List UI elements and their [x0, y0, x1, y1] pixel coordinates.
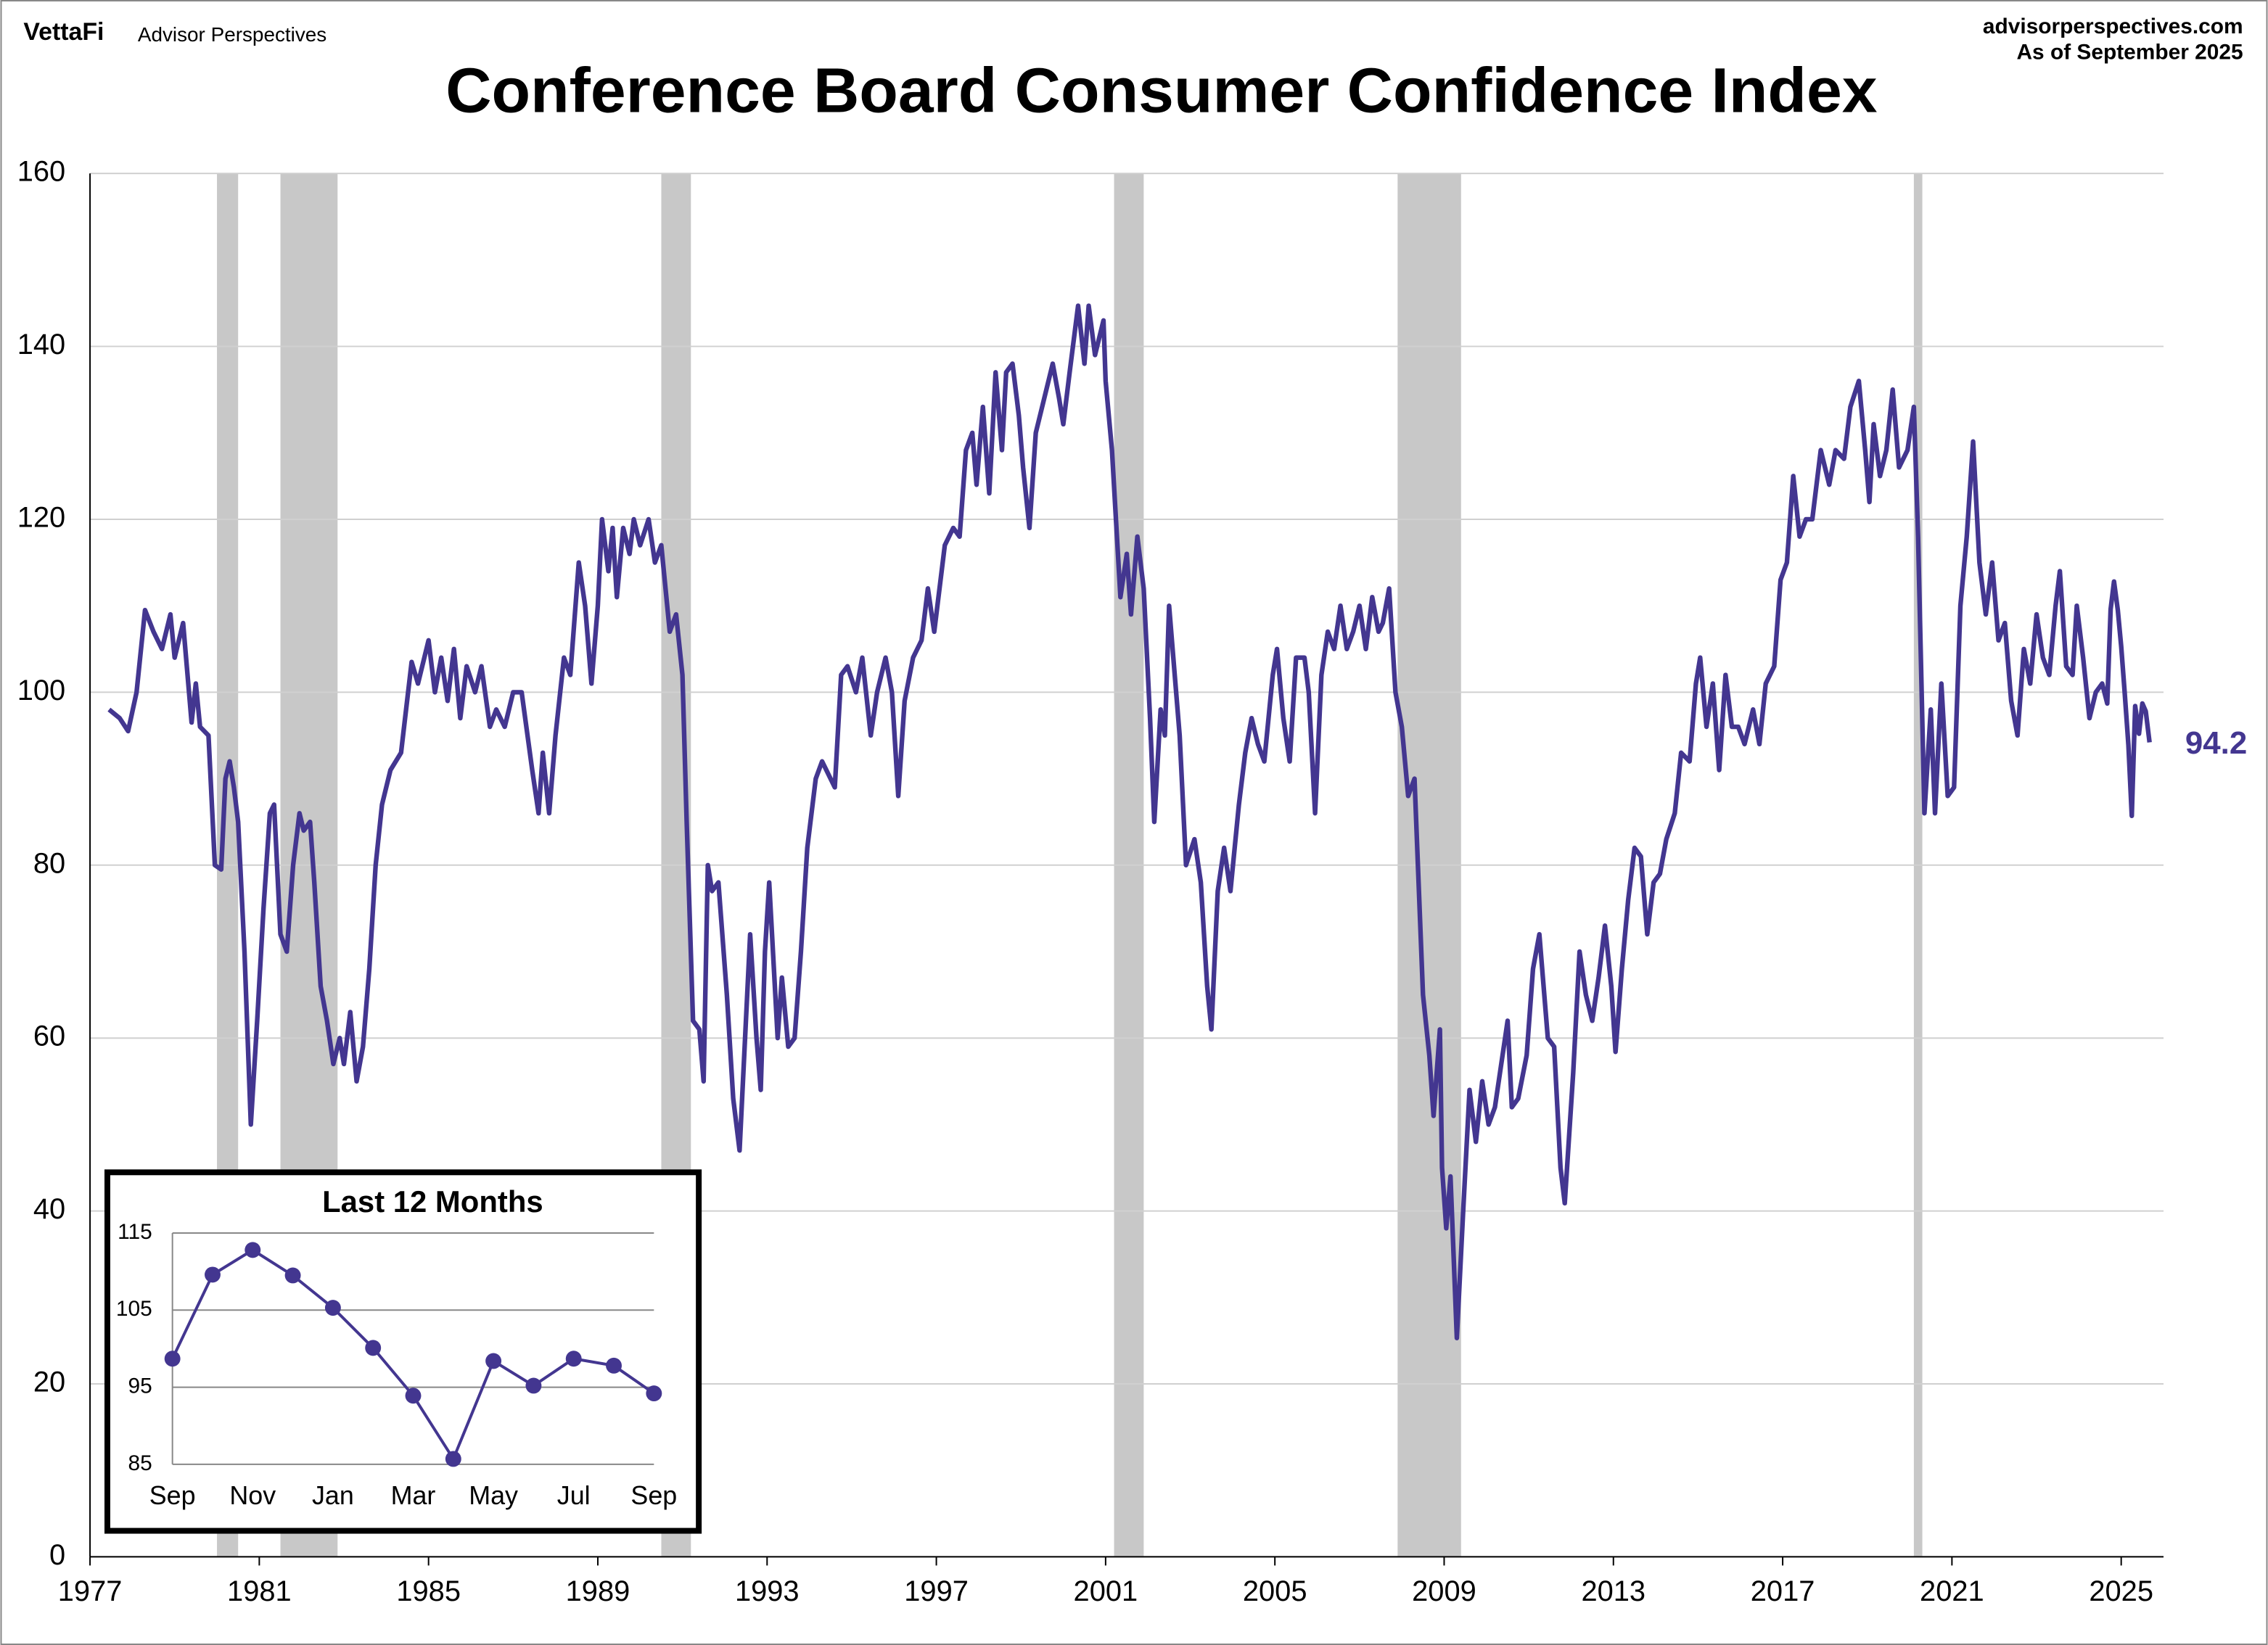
y-tick-label: 80 — [33, 847, 65, 879]
chart-title: Conference Board Consumer Confidence Ind… — [445, 55, 1878, 126]
y-tick-label: 40 — [33, 1193, 65, 1225]
inset-x-tick-label: Mar — [391, 1481, 436, 1510]
inset-x-tick-label: Nov — [229, 1481, 276, 1510]
x-tick-label: 1977 — [58, 1575, 123, 1607]
y-tick-label: 140 — [17, 329, 65, 360]
inset-point — [606, 1357, 622, 1374]
inset: Last 12 Months 85 95 105 115 Sep Nov Jan Mar May J… — [104, 1169, 702, 1534]
inset-point — [365, 1340, 382, 1356]
inset-point — [164, 1351, 181, 1367]
inset-title: Last 12 Months — [322, 1184, 543, 1219]
y-tick-label: 120 — [17, 502, 65, 534]
x-tick-label: 2009 — [1412, 1575, 1476, 1607]
inset-point — [646, 1385, 662, 1402]
y-tick-label: 100 — [17, 675, 65, 706]
inset-point — [445, 1451, 461, 1467]
brand: VettaFi — [23, 18, 104, 46]
inset-x-tick-label: Jul — [557, 1481, 591, 1510]
y-tick-label: 160 — [17, 156, 65, 188]
inset-point — [485, 1353, 502, 1369]
x-tick-label: 2021 — [1920, 1575, 1984, 1607]
x-tick-label: 1993 — [735, 1575, 800, 1607]
inset-x-tick-label: Jan — [312, 1481, 354, 1510]
x-tick-label: 2017 — [1751, 1575, 1815, 1607]
x-tick-label: 1985 — [396, 1575, 461, 1607]
x-tick-label: 2013 — [1581, 1575, 1645, 1607]
as-of: As of September 2025 — [2016, 41, 2243, 65]
x-tick-label: 2001 — [1074, 1575, 1138, 1607]
site: advisorperspectives.com — [1983, 15, 2243, 38]
inset-point — [284, 1267, 301, 1284]
inset-y-tick-label: 105 — [116, 1297, 152, 1321]
inset-point — [565, 1351, 582, 1367]
inset-point — [405, 1388, 422, 1404]
inset-y-tick-label: 115 — [118, 1220, 152, 1244]
inset-point — [245, 1242, 261, 1258]
inset-point — [525, 1377, 542, 1394]
y-tick-label: 20 — [33, 1366, 65, 1398]
publisher: Advisor Perspectives — [138, 23, 326, 46]
y-tick-label: 60 — [33, 1021, 65, 1052]
data-line — [107, 303, 2152, 1341]
inset-y-tick-label: 85 — [128, 1451, 152, 1475]
inset-x-tick-label: Sep — [149, 1481, 196, 1510]
end-value-label: 94.2 — [2185, 725, 2247, 761]
y-tick-label: 0 — [49, 1539, 65, 1571]
x-tick-label: 2005 — [1243, 1575, 1307, 1607]
inset-y-tick-label: 95 — [128, 1374, 152, 1398]
x-tick-label: 1981 — [227, 1575, 292, 1607]
x-tick-label: 2025 — [2089, 1575, 2153, 1607]
inset-box — [104, 1169, 702, 1534]
inset-point — [324, 1300, 341, 1316]
x-tick-label: 1997 — [904, 1575, 969, 1607]
inset-point — [205, 1266, 221, 1283]
inset-x-tick-label: May — [469, 1481, 518, 1510]
inset-x-tick-label: Sep — [630, 1481, 677, 1510]
x-tick-label: 1989 — [566, 1575, 630, 1607]
